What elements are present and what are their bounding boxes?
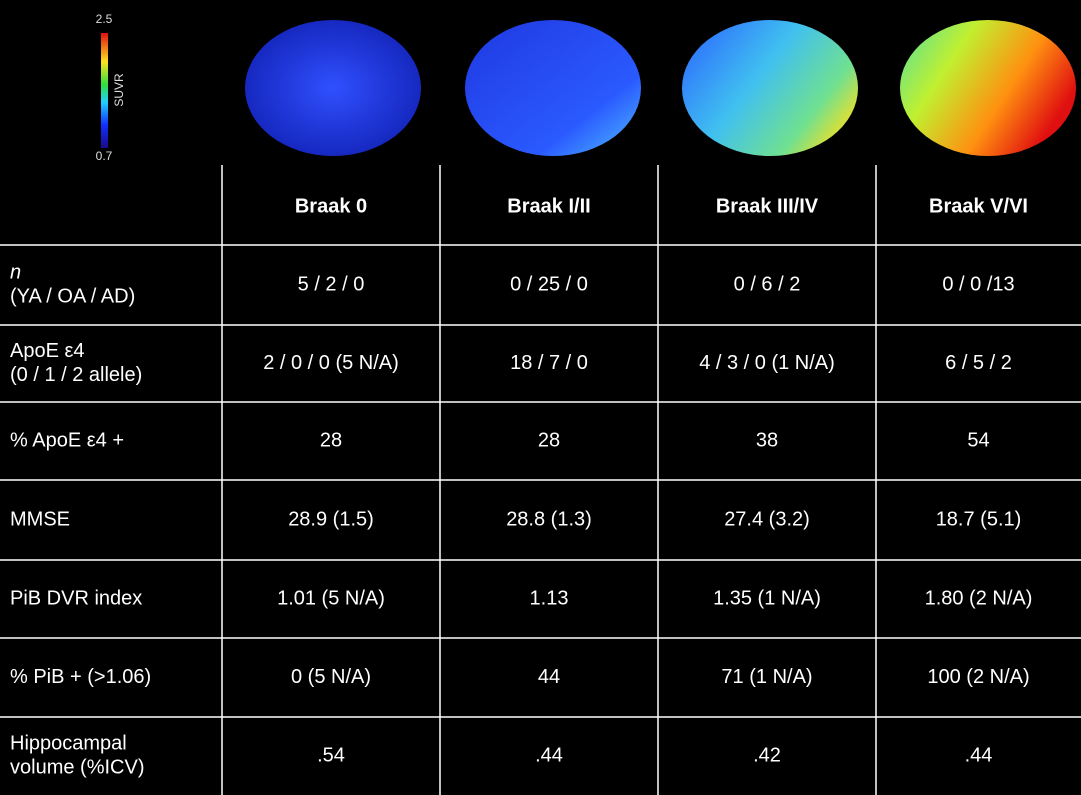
cell: 44 [538,666,560,688]
row-label: (0 / 1 / 2 allele) [10,364,142,386]
cell: 28.8 (1.3) [506,508,592,530]
cell: 54 [967,429,989,451]
cell: 28.9 (1.5) [288,508,374,530]
brain-image [900,20,1076,156]
cell: .42 [753,744,781,766]
column-header: Braak V/VI [929,195,1028,217]
cell: 2 / 0 / 0 (5 N/A) [263,352,399,374]
column-header: Braak 0 [295,195,367,217]
cell: .44 [965,744,993,766]
cell: .54 [317,744,345,766]
cell: 0 / 6 / 2 [734,273,801,295]
colorbar-max: 2.5 [96,12,113,26]
cell: 0 / 25 / 0 [510,273,588,295]
row-label: % ApoE ε4 + [10,429,124,451]
cell: 1.80 (2 N/A) [925,587,1033,609]
cell: 0 (5 N/A) [291,666,371,688]
colorbar [101,33,108,148]
colorbar-label: SUVR [112,73,126,107]
row-label: PiB DVR index [10,587,142,609]
cell: 4 / 3 / 0 (1 N/A) [699,352,835,374]
row-label: % PiB + (>1.06) [10,666,151,688]
row-label: ApoE ε4 [10,340,85,362]
row-label: (YA / OA / AD) [10,285,135,307]
cell: 27.4 (3.2) [724,508,810,530]
cell: 18 / 7 / 0 [510,352,588,374]
row-label: MMSE [10,508,70,530]
column-header: Braak I/II [507,195,590,217]
cell: 38 [756,429,778,451]
cell: 0 / 0 /13 [942,273,1014,295]
cell: 1.13 [530,587,569,609]
cell: 28 [320,429,342,451]
row-label: volume (%ICV) [10,756,144,778]
column-header: Braak III/IV [716,195,819,217]
cell: 18.7 (5.1) [936,508,1022,530]
brain-image [682,20,858,156]
cell: 5 / 2 / 0 [298,273,365,295]
cell: 71 (1 N/A) [721,666,812,688]
row-label: Hippocampal [10,732,127,754]
colorbar-min: 0.7 [96,149,113,163]
cell: 28 [538,429,560,451]
cell: 1.35 (1 N/A) [713,587,821,609]
cell: 100 (2 N/A) [927,666,1029,688]
cell: .44 [535,744,563,766]
brain-image [245,20,421,156]
cell: 6 / 5 / 2 [945,352,1012,374]
row-label: n [10,261,21,283]
brain-image [465,20,641,156]
cell: 1.01 (5 N/A) [277,587,385,609]
